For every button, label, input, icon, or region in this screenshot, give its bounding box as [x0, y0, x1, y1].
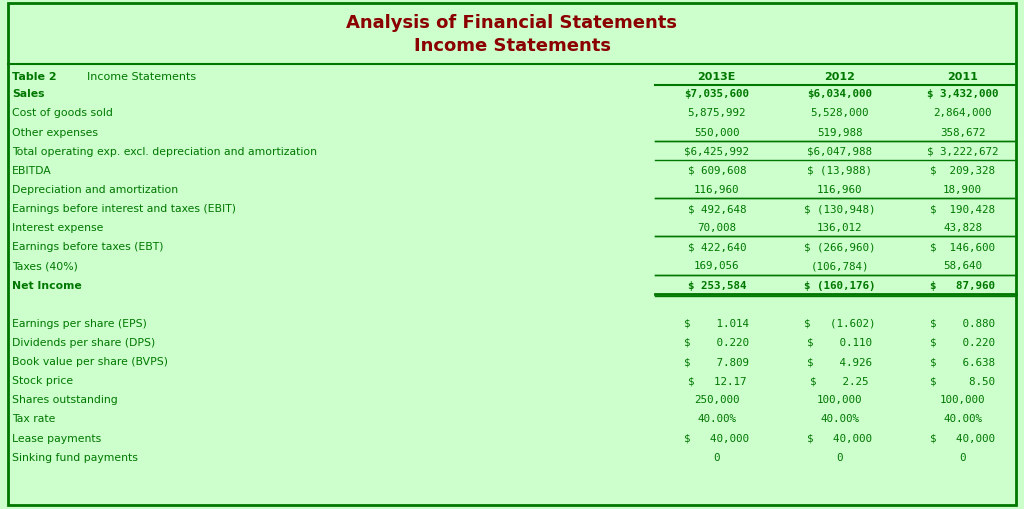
Text: $  190,428: $ 190,428: [930, 204, 995, 214]
Text: Taxes (40%): Taxes (40%): [12, 261, 78, 271]
Text: Earnings per share (EPS): Earnings per share (EPS): [12, 318, 147, 328]
Text: 250,000: 250,000: [694, 394, 739, 405]
Text: $6,047,988: $6,047,988: [807, 147, 872, 156]
Text: (106,784): (106,784): [810, 261, 869, 271]
Text: $ 253,584: $ 253,584: [687, 280, 746, 290]
Text: 18,900: 18,900: [943, 185, 982, 194]
Text: Sales: Sales: [12, 89, 45, 99]
Text: Depreciation and amortization: Depreciation and amortization: [12, 185, 178, 194]
Text: $    2.25: $ 2.25: [810, 376, 869, 385]
Text: $7,035,600: $7,035,600: [684, 89, 750, 99]
Text: $ 422,640: $ 422,640: [687, 242, 746, 252]
Text: $    0.110: $ 0.110: [807, 337, 872, 347]
Text: 0: 0: [959, 452, 966, 462]
Text: Cost of goods sold: Cost of goods sold: [12, 108, 114, 118]
Text: $ (266,960): $ (266,960): [804, 242, 876, 252]
Text: $  146,600: $ 146,600: [930, 242, 995, 252]
Text: $    6.638: $ 6.638: [930, 356, 995, 366]
Text: $    0.880: $ 0.880: [930, 318, 995, 328]
Text: 40.00%: 40.00%: [820, 414, 859, 423]
Text: $ 492,648: $ 492,648: [687, 204, 746, 214]
Text: $    0.220: $ 0.220: [930, 337, 995, 347]
Text: Shares outstanding: Shares outstanding: [12, 394, 118, 405]
Text: 100,000: 100,000: [940, 394, 985, 405]
Text: $  209,328: $ 209,328: [930, 165, 995, 176]
Text: 0: 0: [837, 452, 843, 462]
Text: EBITDA: EBITDA: [12, 165, 52, 176]
Text: Book value per share (BVPS): Book value per share (BVPS): [12, 356, 168, 366]
Text: 550,000: 550,000: [694, 127, 739, 137]
Text: 116,960: 116,960: [817, 185, 862, 194]
Text: 0: 0: [714, 452, 720, 462]
Text: 2012: 2012: [824, 71, 855, 81]
Text: $    1.014: $ 1.014: [684, 318, 750, 328]
Text: 70,008: 70,008: [697, 223, 736, 233]
Text: $    7.809: $ 7.809: [684, 356, 750, 366]
Text: 358,672: 358,672: [940, 127, 985, 137]
Text: $   40,000: $ 40,000: [684, 433, 750, 443]
Text: $    0.220: $ 0.220: [684, 337, 750, 347]
Text: $ 3,222,672: $ 3,222,672: [927, 147, 998, 156]
Text: 519,988: 519,988: [817, 127, 862, 137]
Text: $ 609,608: $ 609,608: [687, 165, 746, 176]
Text: Earnings before taxes (EBT): Earnings before taxes (EBT): [12, 242, 164, 252]
Text: Table 2: Table 2: [12, 71, 57, 81]
Text: 5,875,992: 5,875,992: [687, 108, 746, 118]
Text: Stock price: Stock price: [12, 376, 74, 385]
Text: 100,000: 100,000: [817, 394, 862, 405]
Text: 40.00%: 40.00%: [943, 414, 982, 423]
Text: 2013E: 2013E: [697, 71, 736, 81]
Text: 43,828: 43,828: [943, 223, 982, 233]
Text: $6,034,000: $6,034,000: [807, 89, 872, 99]
Text: Interest expense: Interest expense: [12, 223, 103, 233]
Text: Total operating exp. excl. depreciation and amortization: Total operating exp. excl. depreciation …: [12, 147, 317, 156]
Text: Income Statements: Income Statements: [87, 71, 197, 81]
Text: $ (13,988): $ (13,988): [807, 165, 872, 176]
Text: $   (1.602): $ (1.602): [804, 318, 876, 328]
Text: Tax rate: Tax rate: [12, 414, 55, 423]
Text: $6,425,992: $6,425,992: [684, 147, 750, 156]
Text: $   40,000: $ 40,000: [807, 433, 872, 443]
Text: $   12.17: $ 12.17: [687, 376, 746, 385]
Text: Earnings before interest and taxes (EBIT): Earnings before interest and taxes (EBIT…: [12, 204, 237, 214]
Text: Dividends per share (DPS): Dividends per share (DPS): [12, 337, 156, 347]
Text: $   40,000: $ 40,000: [930, 433, 995, 443]
Text: 136,012: 136,012: [817, 223, 862, 233]
Text: Sinking fund payments: Sinking fund payments: [12, 452, 138, 462]
Text: 40.00%: 40.00%: [697, 414, 736, 423]
Text: 2,864,000: 2,864,000: [933, 108, 992, 118]
FancyBboxPatch shape: [8, 4, 1016, 505]
Text: Income Statements: Income Statements: [414, 37, 610, 55]
Text: 116,960: 116,960: [694, 185, 739, 194]
Text: $    4.926: $ 4.926: [807, 356, 872, 366]
Text: $   87,960: $ 87,960: [930, 280, 995, 290]
Text: 58,640: 58,640: [943, 261, 982, 271]
Text: Analysis of Financial Statements: Analysis of Financial Statements: [346, 14, 678, 32]
Text: $ (130,948): $ (130,948): [804, 204, 876, 214]
Text: $     8.50: $ 8.50: [930, 376, 995, 385]
Text: Other expenses: Other expenses: [12, 127, 98, 137]
Text: Net Income: Net Income: [12, 280, 82, 290]
Text: 5,528,000: 5,528,000: [810, 108, 869, 118]
Text: $ (160,176): $ (160,176): [804, 280, 876, 290]
Text: $ 3,432,000: $ 3,432,000: [927, 89, 998, 99]
Text: 2011: 2011: [947, 71, 978, 81]
Text: Lease payments: Lease payments: [12, 433, 101, 443]
Text: 169,056: 169,056: [694, 261, 739, 271]
